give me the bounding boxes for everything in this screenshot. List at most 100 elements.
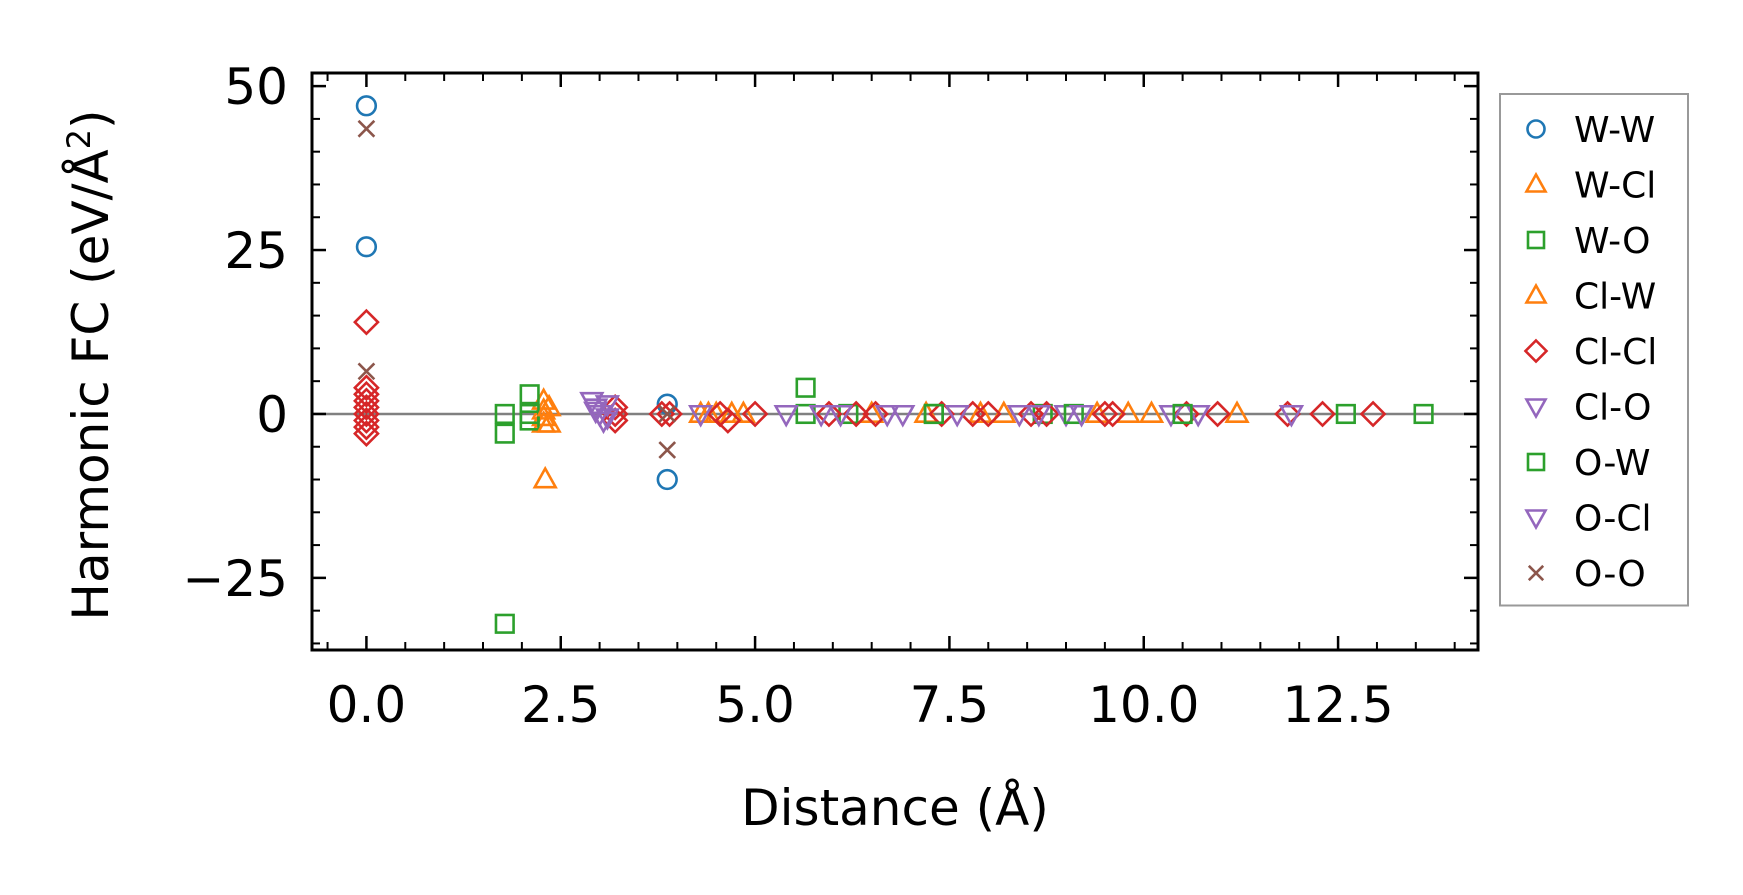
point-cl-cl-8 (353, 420, 380, 448)
point-cl-o-7 (874, 404, 900, 428)
legend-label: Cl-W (1574, 277, 1656, 318)
point-cl-cl-19 (862, 400, 889, 428)
point-cl-cl-1 (353, 374, 380, 402)
point-o-cl-6 (1068, 404, 1095, 428)
point-cl-w-1 (536, 410, 562, 433)
point-cl-cl-25 (1091, 400, 1119, 428)
legend-marker-w-w (1526, 119, 1546, 139)
point-cl-cl-9 (601, 394, 629, 421)
point-cl-cl-17 (815, 400, 843, 428)
point-cl-cl-3 (353, 387, 380, 415)
point-w-o-6 (795, 377, 816, 398)
point-cl-o-3 (590, 411, 617, 435)
x-tick-label: 10.0 (1088, 676, 1199, 734)
x-axis-label: Distance (Å) (741, 779, 1049, 837)
legend-marker-o-o (1527, 564, 1545, 582)
legend-entry-cl-o: Cl-O (1524, 388, 1651, 429)
legend-marker-cl-o (1524, 398, 1548, 420)
legend-label: Cl-Cl (1574, 332, 1657, 373)
legend-label: O-W (1574, 443, 1650, 484)
legend-entry-cl-w: Cl-W (1524, 277, 1656, 318)
point-cl-w-2 (695, 400, 722, 423)
point-o-o-1 (357, 362, 376, 381)
x-tick-label: 5.0 (715, 676, 795, 734)
point-w-w-1 (355, 236, 378, 258)
point-w-o-12 (1413, 403, 1434, 425)
point-w-o-11 (1335, 403, 1356, 425)
legend-entry-cl-cl: Cl-Cl (1523, 332, 1657, 373)
point-o-cl-2 (594, 408, 621, 431)
legend: W-W W-Cl W-O Cl-W Cl-Cl Cl-O O-W O-Cl O-O (1499, 93, 1689, 607)
plot-frame (310, 71, 1480, 652)
point-o-o-3 (658, 405, 677, 423)
point-w-o-5 (494, 613, 515, 634)
x-tick-label: 12.5 (1282, 676, 1393, 734)
point-w-w-0 (355, 95, 378, 117)
point-o-o-2 (658, 441, 677, 459)
legend-label: W-W (1574, 110, 1655, 151)
point-cl-cl-28 (1204, 400, 1231, 428)
point-w-o-0 (494, 423, 515, 444)
point-cl-cl-2 (353, 380, 380, 408)
y-axis-label-superscript: 2 (60, 129, 98, 149)
point-cl-o-4 (688, 404, 714, 428)
legend-marker-w-cl (1524, 171, 1548, 193)
point-cl-o-13 (1278, 404, 1305, 428)
legend-label: W-Cl (1574, 166, 1656, 207)
point-cl-cl-24 (1033, 400, 1060, 428)
legend-marker-cl-w (1524, 282, 1548, 304)
point-cl-o-6 (808, 404, 834, 428)
x-tick-label: 0.0 (327, 676, 407, 734)
legend-label: O-O (1574, 554, 1646, 595)
axes: 0.0 2.5 5.0 7.5 10.0 12.5 −25 0 25 50 (182, 58, 1480, 734)
point-cl-w-3 (730, 400, 757, 423)
point-w-cl-11 (1138, 400, 1165, 423)
y-tick-label: 25 (224, 222, 288, 280)
data-points (353, 95, 1434, 634)
point-o-cl-1 (594, 395, 621, 418)
legend-marker-o-cl (1524, 509, 1548, 531)
point-cl-cl-16 (741, 400, 769, 428)
legend-entry-w-o: W-O (1526, 221, 1650, 262)
legend-marker-cl-cl (1523, 338, 1549, 364)
x-tick-label: 7.5 (910, 676, 990, 734)
y-axis-label: Harmonic FC (eV/Å2) (60, 109, 120, 620)
point-w-cl-12 (1224, 400, 1250, 423)
legend-entry-o-cl: O-Cl (1524, 499, 1651, 540)
legend-entry-o-w: O-W (1526, 443, 1650, 484)
point-o-cl-3 (827, 404, 854, 428)
point-cl-cl-6 (353, 407, 380, 434)
legend-entry-w-w: W-W (1526, 110, 1655, 151)
point-o-cl-5 (1026, 404, 1052, 428)
point-o-o-0 (357, 119, 376, 138)
point-cl-cl-5 (353, 400, 380, 428)
point-w-o-2 (519, 384, 540, 405)
legend-label: O-Cl (1574, 499, 1651, 540)
point-cl-cl-0 (353, 308, 380, 336)
point-cl-cl-31 (1359, 400, 1387, 428)
point-cl-cl-30 (1309, 400, 1336, 428)
point-o-w-2 (1172, 403, 1193, 425)
point-cl-o-9 (1006, 404, 1033, 428)
legend-entry-o-o: O-O (1527, 554, 1646, 595)
legend-entry-w-cl: W-Cl (1524, 166, 1656, 207)
point-cl-o-12 (1185, 404, 1211, 428)
point-o-cl-0 (583, 401, 609, 425)
point-w-w-3 (656, 468, 678, 491)
point-cl-cl-22 (974, 400, 1002, 428)
point-cl-cl-15 (714, 407, 742, 434)
legend-label: W-O (1574, 221, 1650, 262)
y-axis-label-main: Harmonic FC (eV/Å (62, 149, 120, 620)
series-o-o (357, 119, 677, 459)
point-w-o-1 (494, 403, 515, 425)
point-w-o-4 (519, 410, 540, 431)
point-cl-o-11 (1158, 404, 1184, 428)
y-tick-label: −25 (182, 550, 288, 608)
point-cl-o-8 (944, 404, 970, 428)
point-cl-cl-4 (353, 394, 380, 421)
y-axis-label-close: ) (62, 109, 120, 129)
y-tick-label: 50 (224, 58, 288, 116)
point-cl-cl-26 (1099, 400, 1127, 428)
